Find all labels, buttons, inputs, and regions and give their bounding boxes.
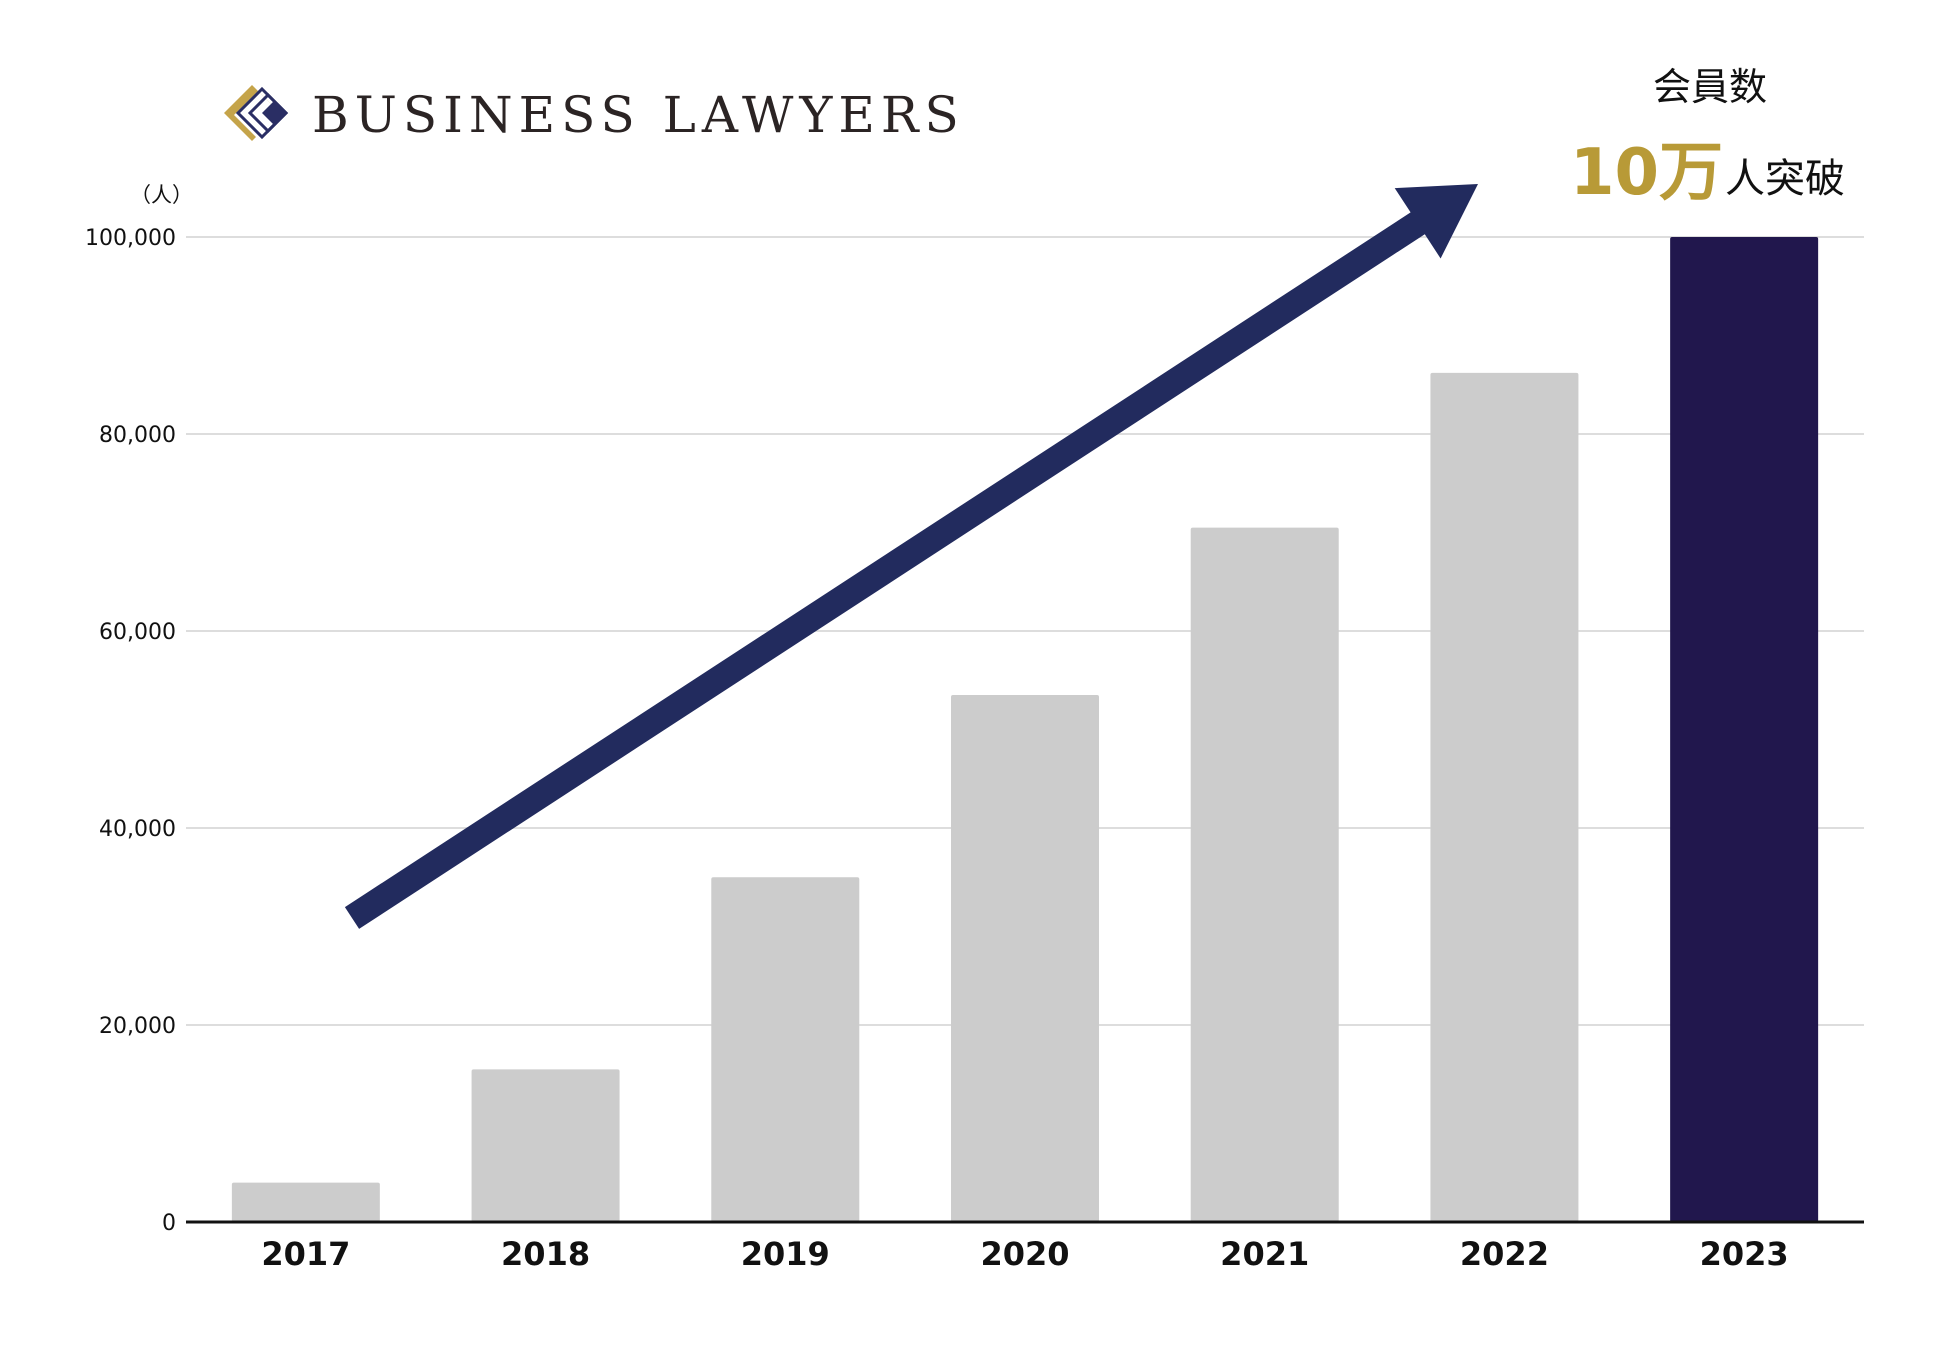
brand-logo: BUSINESS LAWYERS [224,85,965,144]
brand-name: BUSINESS LAWYERS [312,86,965,144]
y-tick-label: 40,000 [99,817,176,842]
bar-2022 [1430,372,1579,1222]
y-axis-ticks: 0 20,000 40,000 60,000 80,000 100,000 [85,226,176,1236]
y-tick-label: 60,000 [99,620,176,645]
y-axis-unit: （人） [130,183,193,207]
diamond-layers-logo-icon [224,85,289,141]
trend-arrow-shape [344,184,1478,929]
x-tick-label: 2020 [980,1235,1069,1273]
x-tick-label: 2023 [1700,1235,1789,1273]
x-tick-label: 2018 [501,1235,590,1273]
bar-2017 [231,1182,380,1222]
x-axis-ticks: 2017 2018 2019 2020 2021 2022 2023 [261,1235,1788,1273]
trend-arrow [344,184,1478,929]
y-tick-label: 20,000 [99,1014,176,1039]
x-tick-label: 2022 [1460,1235,1549,1273]
y-tick-label: 0 [162,1211,176,1236]
bar-2021 [1190,527,1339,1222]
y-tick-label: 80,000 [99,423,176,448]
annotation-big-number: 10万 [1570,136,1723,210]
bars [231,237,1819,1222]
bar-2023 [1670,237,1819,1222]
annotation-suffix: 人突破 [1725,156,1845,202]
x-tick-label: 2021 [1220,1235,1309,1273]
y-tick-label: 100,000 [85,226,176,251]
x-tick-label: 2017 [261,1235,350,1273]
bar-2018 [471,1069,620,1222]
bar-2020 [951,695,1099,1222]
annotation-title: 会員数 [1653,65,1767,109]
bar-2019 [711,877,860,1222]
x-tick-label: 2019 [741,1235,830,1273]
